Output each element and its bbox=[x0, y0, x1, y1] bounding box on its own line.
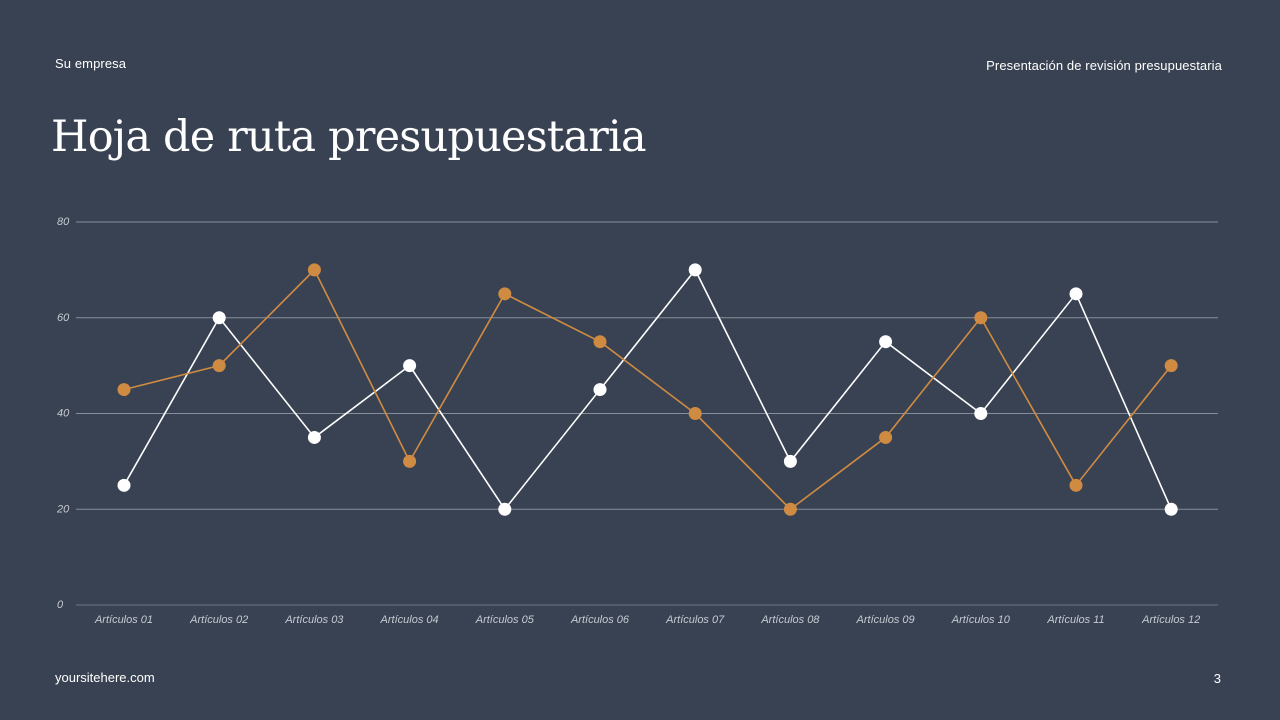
data-point bbox=[1069, 478, 1083, 492]
company-name: Su empresa bbox=[55, 56, 127, 71]
x-tick-label: Artículos 01 bbox=[94, 614, 153, 626]
data-point bbox=[498, 502, 512, 516]
data-point bbox=[1069, 287, 1083, 301]
data-point bbox=[1164, 359, 1178, 373]
y-tick-label: 20 bbox=[56, 503, 70, 515]
data-point bbox=[879, 335, 893, 349]
x-tick-label: Artículos 02 bbox=[189, 614, 248, 626]
data-point bbox=[1164, 502, 1178, 516]
y-tick-label: 0 bbox=[57, 599, 64, 611]
data-point bbox=[688, 407, 702, 420]
data-point bbox=[783, 502, 797, 516]
series-white bbox=[117, 263, 1178, 516]
x-tick-label: Artículos 09 bbox=[856, 614, 915, 626]
series-orange bbox=[117, 263, 1178, 516]
x-tick-label: Artículos 08 bbox=[760, 614, 820, 626]
data-point bbox=[117, 383, 131, 397]
data-point bbox=[498, 287, 512, 301]
data-point bbox=[212, 359, 226, 373]
data-point bbox=[593, 383, 607, 397]
data-point bbox=[593, 335, 607, 349]
x-tick-label: Artículos 07 bbox=[665, 614, 725, 626]
presentation-title: Presentación de revisión presupuestaria bbox=[986, 58, 1222, 73]
x-tick-label: Artículos 06 bbox=[570, 614, 630, 626]
x-tick-label: Artículos 12 bbox=[1141, 614, 1200, 626]
series-line bbox=[123, 269, 1172, 511]
x-tick-label: Artículos 05 bbox=[475, 614, 535, 626]
data-point bbox=[783, 454, 797, 468]
x-tick-label: Artículos 03 bbox=[284, 614, 344, 626]
data-point bbox=[307, 430, 321, 444]
data-point bbox=[212, 311, 226, 325]
data-point bbox=[974, 407, 988, 420]
x-tick-label: Artículos 04 bbox=[380, 614, 439, 626]
data-point bbox=[879, 430, 893, 444]
series-line bbox=[123, 269, 1172, 511]
y-tick-label: 60 bbox=[57, 312, 70, 324]
data-point bbox=[117, 478, 131, 492]
website-link[interactable]: yoursitehere.com bbox=[55, 670, 155, 685]
data-point bbox=[688, 263, 702, 277]
y-tick-label: 80 bbox=[57, 216, 70, 228]
x-tick-label: Artículos 10 bbox=[951, 614, 1011, 626]
data-point bbox=[307, 263, 321, 277]
x-tick-label: Artículos 11 bbox=[1046, 614, 1104, 626]
y-tick-label: 40 bbox=[57, 408, 70, 420]
data-point bbox=[403, 454, 417, 468]
data-point bbox=[974, 311, 988, 325]
slide-title: Hoja de ruta presupuestaria bbox=[51, 112, 647, 162]
data-point bbox=[403, 359, 417, 373]
page-number: 3 bbox=[1213, 671, 1221, 686]
